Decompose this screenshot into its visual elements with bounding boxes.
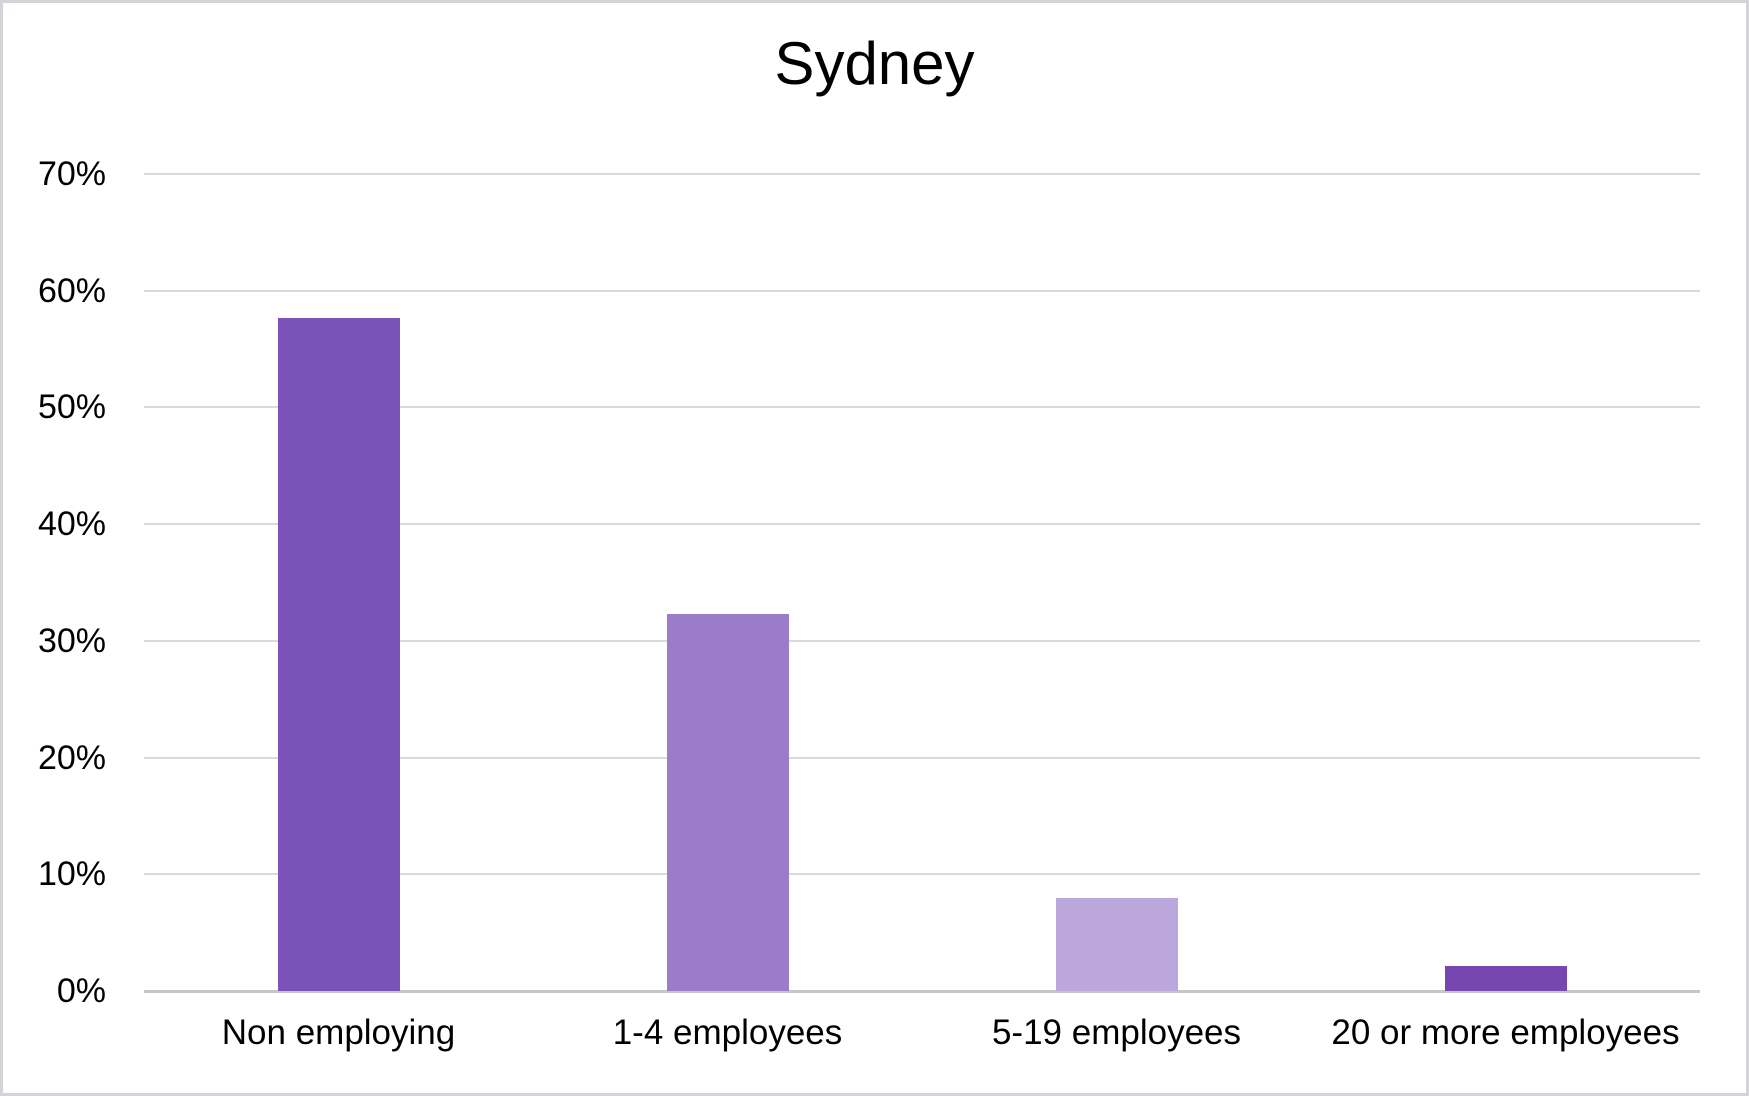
y-tick-label-40: 40%: [37, 505, 106, 544]
y-tick-label-70: 70%: [37, 155, 106, 193]
bar-20-or-more-employees: [1444, 966, 1567, 991]
gridline-10: [144, 873, 1700, 876]
y-tick-label-20: 20%: [37, 738, 106, 777]
gridline-70: [144, 173, 1700, 175]
y-tick-label-50: 50%: [37, 388, 106, 427]
bar-non-employing: [277, 318, 400, 991]
x-label-20-or-more-employees: 20 or more employees: [1331, 1013, 1680, 1052]
y-tick-label-0: 0%: [56, 972, 106, 1010]
gridline-30: [144, 639, 1700, 642]
chart-title: Sydney: [774, 30, 975, 97]
gridline-60: [144, 289, 1700, 292]
plot-area: [144, 173, 1700, 993]
y-tick-label-10: 10%: [37, 855, 106, 894]
x-label-1-4-employees: 1-4 employees: [612, 1013, 843, 1052]
y-tick-label-60: 60%: [37, 271, 106, 310]
x-label-non-employing: Non employing: [221, 1013, 456, 1052]
bar-5-19-employees: [1055, 898, 1178, 991]
bar-1-4-employees: [666, 614, 789, 991]
gridline-40: [144, 523, 1700, 526]
x-axis-line: [144, 990, 1700, 993]
gridline-20: [144, 756, 1700, 759]
x-label-5-19-employees: 5-19 employees: [991, 1013, 1242, 1052]
y-tick-label-30: 30%: [37, 621, 106, 660]
gridline-50: [144, 406, 1700, 409]
